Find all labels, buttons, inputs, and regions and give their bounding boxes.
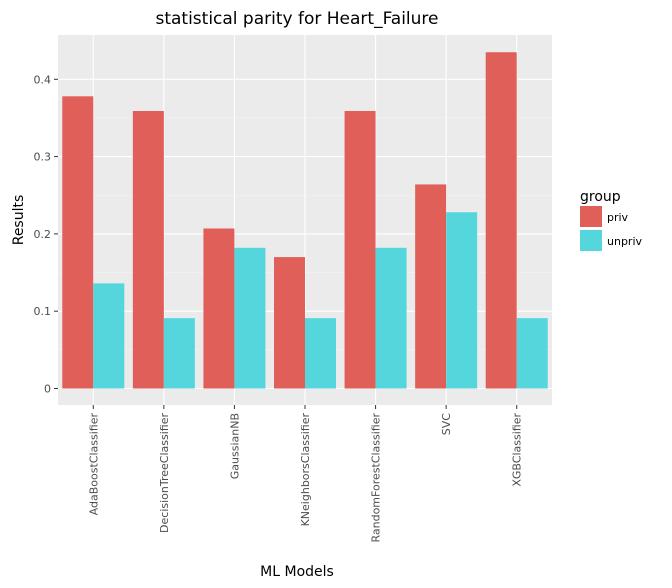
x-tick-label: GaussianNB [228, 413, 241, 479]
bars [62, 52, 548, 389]
legend-label-unpriv: unpriv [607, 235, 643, 248]
chart-title: statistical parity for Heart_Failure [155, 9, 438, 29]
y-tick-label: 0.2 [34, 228, 52, 241]
bar-priv [485, 52, 517, 389]
x-tick-label: DecisionTreeClassifier [158, 413, 171, 533]
y-axis: 0 0.1 0.2 0.3 0.4 [34, 73, 58, 396]
legend-title: group [580, 189, 621, 205]
bar-unpriv [446, 212, 478, 389]
y-tick-label: 0.1 [34, 305, 52, 318]
x-tick-label: SVC [440, 413, 453, 436]
bar-priv [203, 228, 235, 389]
y-tick-label: 0.4 [34, 73, 52, 86]
x-axis: AdaBoostClassifier DecisionTreeClassifier… [87, 405, 524, 543]
bar-unpriv [375, 247, 407, 389]
bar-unpriv [305, 318, 336, 389]
bar-priv [415, 184, 447, 389]
bar-priv [62, 96, 94, 389]
bar-unpriv [93, 283, 125, 389]
bar-unpriv [234, 247, 266, 389]
y-tick-label: 0.3 [34, 151, 52, 164]
x-tick-label: RandomForestClassifier [370, 413, 383, 543]
legend-key-priv [580, 206, 602, 227]
legend-label-priv: priv [607, 211, 629, 224]
bar-unpriv [516, 318, 548, 389]
bar-priv [344, 110, 376, 389]
x-tick-label: XGBClassifier [511, 413, 524, 487]
x-axis-title: ML Models [260, 564, 334, 580]
y-tick-label: 0 [44, 383, 51, 396]
x-tick-label: AdaBoostClassifier [87, 413, 100, 516]
bar-unpriv [163, 318, 195, 389]
bar-priv [274, 257, 305, 389]
legend-key-unpriv [580, 230, 602, 251]
legend: group priv unpriv [580, 189, 643, 251]
bar-priv [132, 110, 164, 389]
y-axis-title: Results [11, 195, 27, 246]
x-tick-label: KNeighborsClassifier [299, 413, 312, 527]
